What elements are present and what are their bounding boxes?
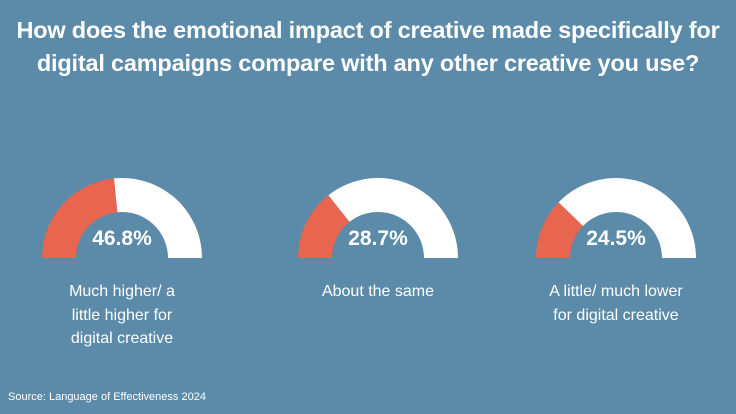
gauge-track-much-higher: [113, 177, 202, 258]
source-note: Source: Language of Effectiveness 2024: [8, 391, 206, 403]
category-label-line: About the same: [321, 283, 435, 300]
gauge-value-lower: 24.5%: [586, 227, 646, 250]
gauge-track-about-same: [328, 177, 458, 258]
gauge-track-lower: [558, 178, 696, 258]
gauge-svg-about-same: [298, 177, 458, 258]
category-label-line: Much higher/ a: [69, 283, 175, 300]
gauge-value-much-higher: 46.8%: [92, 227, 152, 250]
gauge-about-same: 28.7%: [298, 177, 458, 264]
chart-title-line-2: digital campaigns compare with any other…: [36, 50, 700, 76]
category-label-line: little higher for: [71, 306, 173, 324]
category-label-line: for digital creative: [553, 306, 679, 324]
gauge-svg-lower: [536, 178, 696, 258]
chart-title-line-1: How does the emotional impact of creativ…: [16, 17, 720, 43]
gauge-much-higher: 46.8%: [42, 177, 202, 264]
gauge-svg-much-higher: [42, 177, 202, 258]
category-label-line: A little/ much lower: [549, 283, 683, 300]
category-label-lower: A little/ much lower for digital creativ…: [516, 280, 716, 327]
category-label-about-same: About the same: [278, 280, 478, 304]
gauge-value-about-same: 28.7%: [348, 227, 408, 250]
gauge-lower: 24.5%: [536, 178, 696, 264]
gauge-fill-much-higher: [42, 178, 118, 258]
category-label-much-higher: Much higher/ a little higher for digital…: [22, 280, 222, 351]
chart-title: How does the emotional impact of creativ…: [0, 14, 736, 80]
gauge-fill-about-same: [298, 195, 350, 258]
category-label-line: digital creative: [70, 330, 174, 347]
gauge-fill-lower: [536, 202, 583, 258]
